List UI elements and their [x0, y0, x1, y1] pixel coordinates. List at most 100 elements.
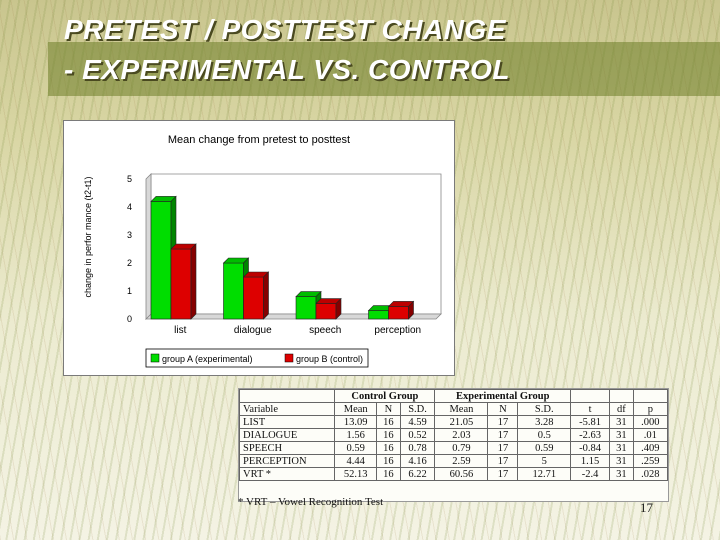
- bar-front-face: [315, 303, 337, 320]
- table-cell: 0.59: [334, 441, 378, 455]
- table-cell: 0.52: [399, 428, 436, 442]
- table-cell: 21.05: [434, 415, 489, 429]
- table-cell: 0.79: [434, 441, 489, 455]
- table-body: LIST 13.09 16 4.59 21.05 17 3.28 -5.81 31.000 DIA…: [238, 415, 669, 481]
- plot-left-wall: [145, 173, 152, 320]
- chart-title: Mean change from pretest to posttest: [168, 134, 350, 146]
- bar-side-face: [263, 271, 269, 320]
- x-tick-labels: list dialogue speech perception: [174, 325, 421, 336]
- legend-label: group A (experimental): [162, 354, 253, 364]
- table-cell: -2.63: [570, 428, 611, 442]
- bar-speech-series-2: [315, 297, 342, 320]
- table-cell: 31: [609, 415, 634, 429]
- table-cell: .259: [632, 454, 669, 468]
- y-tick-label: 0: [127, 314, 132, 324]
- table-cell: 16: [376, 467, 401, 481]
- table-cell: 52.13: [334, 467, 378, 481]
- y-tick-label: 2: [127, 258, 132, 268]
- table-row: SPEECH 0.59 16 0.78 0.79 17 0.59 -0.84 31.409: [238, 441, 669, 455]
- table-cell: -2.4: [570, 467, 611, 481]
- table-cell: 16: [376, 415, 401, 429]
- column-header: N: [376, 402, 401, 416]
- table-cell: DIALOGUE: [238, 428, 336, 442]
- table-cell: 16: [376, 428, 401, 442]
- legend-swatch: [284, 353, 294, 363]
- column-header: N: [487, 402, 519, 416]
- y-tick-label: 5: [127, 174, 132, 184]
- table-cell: 17: [487, 454, 519, 468]
- bar-front-face: [368, 310, 389, 320]
- table-cell: SPEECH: [238, 441, 336, 455]
- bar-front-face: [243, 276, 264, 320]
- chart-bars: [150, 195, 415, 320]
- table-cell: 4.59: [399, 415, 436, 429]
- stats-table: Control Group Experimental Group Variabl…: [238, 389, 669, 481]
- slide-number: 17: [640, 500, 653, 515]
- table-cell: 31: [609, 454, 634, 468]
- y-axis-label: change in perfor mance (t2-t1): [83, 176, 93, 297]
- table-cell: 2.59: [434, 454, 489, 468]
- table-cell: 4.16: [399, 454, 436, 468]
- table-row: VRT * 52.13 16 6.22 60.56 17 12.71 -2.4 31.028: [238, 467, 669, 481]
- bar-front-face: [150, 201, 172, 320]
- chart-panel: Mean change from pretest to posttest cha…: [63, 120, 455, 376]
- y-tick-label: 4: [127, 202, 132, 212]
- table-group-header-row: Control Group Experimental Group: [238, 389, 669, 403]
- stats-table-panel: Control Group Experimental Group Variabl…: [238, 388, 669, 502]
- table-cell: 13.09: [334, 415, 378, 429]
- column-header: Mean: [434, 402, 489, 416]
- table-cell: -0.84: [570, 441, 611, 455]
- control-group-header: Control Group: [334, 389, 436, 403]
- table-cell: 4.44: [334, 454, 378, 468]
- y-tick-labels: 0 1 2 3 4 5: [127, 174, 132, 324]
- table-cell: 0.78: [399, 441, 436, 455]
- bar-list-series-2: [170, 243, 197, 320]
- table-cell: 5: [517, 454, 572, 468]
- table-cell: LIST: [238, 415, 336, 429]
- bar-side-face: [408, 300, 414, 320]
- bar-dialogue-series-2: [242, 271, 270, 320]
- table-cell: 16: [376, 441, 401, 455]
- table-cell: 60.56: [434, 467, 489, 481]
- table-cell: 1.56: [334, 428, 378, 442]
- column-header: S.D.: [517, 402, 572, 416]
- table-cell: 17: [487, 467, 519, 481]
- table-row: LIST 13.09 16 4.59 21.05 17 3.28 -5.81 31.000: [238, 415, 669, 429]
- table-cell: PERCEPTION: [238, 454, 336, 468]
- x-tick-label: speech: [309, 325, 341, 336]
- table-cell: 0.5: [517, 428, 572, 442]
- table-row: DIALOGUE 1.56 16 0.52 2.03 17 0.5 -2.63 31.01: [238, 428, 669, 442]
- table-cell: 1.15: [570, 454, 611, 468]
- table-cell: 31: [609, 467, 634, 481]
- table-cell: 6.22: [399, 467, 436, 481]
- bar-side-face: [190, 243, 197, 320]
- x-tick-label: perception: [374, 325, 421, 336]
- table-cell: .01: [632, 428, 669, 442]
- bar-front-face: [223, 262, 244, 320]
- table-cell: 17: [487, 428, 519, 442]
- table-cell: 31: [609, 441, 634, 455]
- table-cell: 16: [376, 454, 401, 468]
- table-row: PERCEPTION 4.44 16 4.16 2.59 17 5 1.15 31.259: [238, 454, 669, 468]
- table-cell: 12.71: [517, 467, 572, 481]
- y-tick-label: 1: [127, 286, 132, 296]
- column-header: df: [609, 402, 634, 416]
- bar-front-face: [295, 296, 317, 320]
- column-header: Mean: [334, 402, 378, 416]
- table-cell: 17: [487, 441, 519, 455]
- slide-title: PRETEST / POSTTEST CHANGE - EXPERIMENTAL…: [64, 10, 510, 90]
- chart-legend: group A (experimental) group B (control): [145, 348, 369, 368]
- title-band: [48, 42, 720, 96]
- table-cell: .028: [632, 467, 669, 481]
- y-tick-label: 3: [127, 230, 132, 240]
- slide-title-line-2: - EXPERIMENTAL VS. CONTROL: [64, 54, 510, 85]
- table-cell: 0.59: [517, 441, 572, 455]
- table-cell: VRT *: [238, 467, 336, 481]
- table-cell: 2.03: [434, 428, 489, 442]
- table-cell: 17: [487, 415, 519, 429]
- column-header: t: [570, 402, 611, 416]
- bar-front-face: [170, 248, 192, 320]
- bar-chart: Mean change from pretest to posttest cha…: [83, 134, 442, 368]
- table-cell: -5.81: [570, 415, 611, 429]
- bar-perception-series-2: [387, 300, 415, 320]
